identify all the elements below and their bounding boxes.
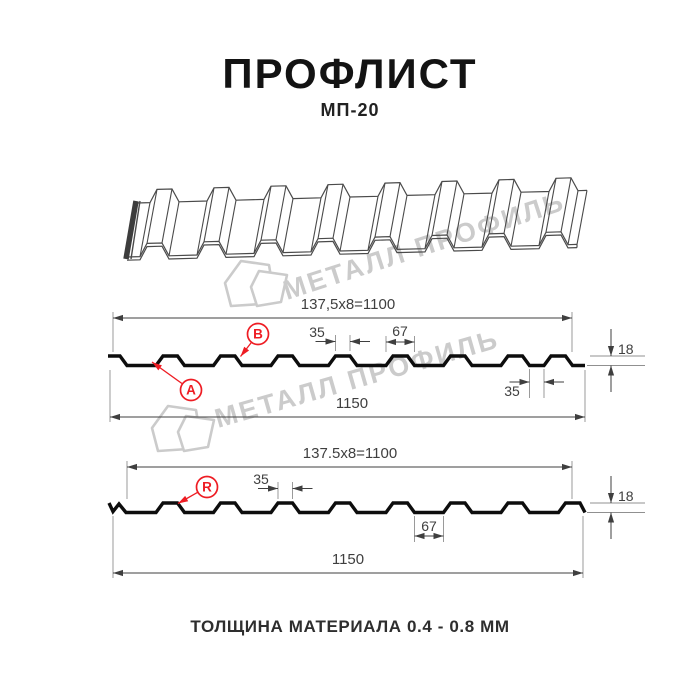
rib-fold-line [446, 180, 458, 236]
sheet-left-end-line [130, 200, 141, 260]
dim-arrowhead [268, 485, 278, 492]
rib-fold-line [374, 182, 386, 238]
rib-fold-line [275, 185, 287, 240]
dim-arrowhead [113, 314, 123, 322]
dim-crest-top-r: 35 [253, 471, 269, 487]
rib-fold-line [576, 190, 588, 245]
rib-fold-line [260, 186, 272, 241]
product-model: МП-20 [320, 100, 380, 120]
material-thickness-note: ТОЛЩИНА МАТЕРИАЛА 0.4 - 0.8 ММ [190, 617, 510, 636]
dim-arrowhead [544, 378, 554, 386]
rib-fold-line [538, 191, 550, 246]
rib-fold-line [488, 179, 500, 234]
sheet-left-end-edge [123, 200, 139, 260]
sheet-far-edge [136, 177, 588, 204]
dim-arrowhead [562, 314, 572, 322]
dim-crest-base-ab: 67 [392, 323, 408, 339]
rib-fold-line [481, 192, 493, 248]
profile-outline-ab [108, 354, 585, 368]
dim-arrowhead [607, 493, 615, 503]
rib-fold-line [161, 188, 173, 244]
dim-full-width-r: 1150 [332, 551, 364, 568]
dim-arrowhead [110, 413, 120, 421]
dim-arrowhead [575, 413, 585, 421]
rib-fold-line [146, 189, 158, 244]
dim-full-width-ab: 1150 [336, 395, 368, 412]
sheet-3d-drawing [123, 177, 588, 261]
rib-fold-line [139, 202, 151, 257]
dim-arrowhead [414, 532, 425, 540]
rib-fold-line [225, 200, 237, 255]
label-r-marker-leader-arrow [178, 495, 189, 504]
section-r-drawing: 137.5x8=1100 35 18 67 1150 R [107, 445, 645, 578]
dim-arrowhead [607, 346, 615, 356]
rib-fold-line [196, 200, 208, 256]
dim-height-ab: 18 [618, 341, 634, 357]
label-a-marker-leader-arrow [152, 362, 162, 371]
dim-arrowhead [607, 512, 615, 523]
rib-fold-line [310, 197, 322, 252]
brand-logo-watermark-icon [249, 269, 289, 308]
profile-outline-r [107, 501, 587, 515]
rib-fold-line [396, 195, 408, 250]
section-ab-drawing: 137,5x8=1100 35 67 18 35 1150 B A [108, 296, 645, 422]
rib-fold-line [218, 187, 230, 242]
rib-fold-line [203, 187, 215, 242]
rib-fold-line [510, 192, 522, 247]
dim-arrowhead [433, 532, 444, 540]
rib-fold-line [168, 201, 180, 256]
rib-fold-line [424, 194, 436, 249]
dim-arrowhead [562, 463, 572, 471]
dim-height-r: 18 [618, 488, 634, 504]
label-r-marker-circle [195, 475, 219, 499]
rib-fold-line [282, 198, 294, 253]
brand-logo-watermark-icon [176, 414, 216, 453]
rib-fold-line [545, 178, 557, 233]
dim-arrowhead [127, 463, 137, 471]
label-r-marker-letter: R [202, 480, 212, 495]
rib-fold-line [453, 193, 465, 248]
dim-narrow-valley-ab: 35 [504, 383, 520, 399]
rib-fold-line [560, 177, 572, 232]
dim-top-total-r: 137.5x8=1100 [303, 445, 397, 462]
rib-fold-line [339, 196, 351, 252]
label-b-marker-circle [246, 322, 270, 346]
label-a-marker-circle [179, 378, 203, 402]
sheet-thickness-edge [126, 234, 578, 261]
rib-fold-line [389, 182, 401, 237]
dim-arrowhead [404, 338, 415, 346]
sheet-near-edge [126, 231, 578, 258]
label-a-marker-letter: A [186, 383, 196, 398]
label-b-marker-leader-arrow [240, 346, 250, 357]
rib-fold-line [317, 184, 329, 239]
rib-fold-line [332, 184, 344, 239]
rib-fold-line [567, 190, 579, 245]
rib-fold-line [367, 196, 379, 251]
dim-top-total-ab: 137,5x8=1100 [301, 296, 395, 313]
dim-arrowhead [113, 569, 123, 577]
dim-arrowhead [386, 338, 396, 346]
rib-fold-line [253, 199, 265, 254]
dim-valley-r: 67 [421, 518, 437, 534]
dim-crest-top-ab: 35 [309, 324, 325, 340]
page-title: ПРОФЛИСТ [222, 50, 478, 97]
rib-fold-line [503, 179, 515, 234]
dim-arrowhead [519, 378, 530, 386]
dim-arrowhead [325, 338, 336, 345]
dim-arrowhead [607, 365, 615, 376]
dim-arrowhead [573, 569, 583, 577]
dim-arrowhead [292, 485, 303, 492]
rib-fold-line [431, 181, 443, 236]
label-b-marker-letter: B [253, 327, 263, 342]
dim-arrowhead [350, 338, 360, 345]
